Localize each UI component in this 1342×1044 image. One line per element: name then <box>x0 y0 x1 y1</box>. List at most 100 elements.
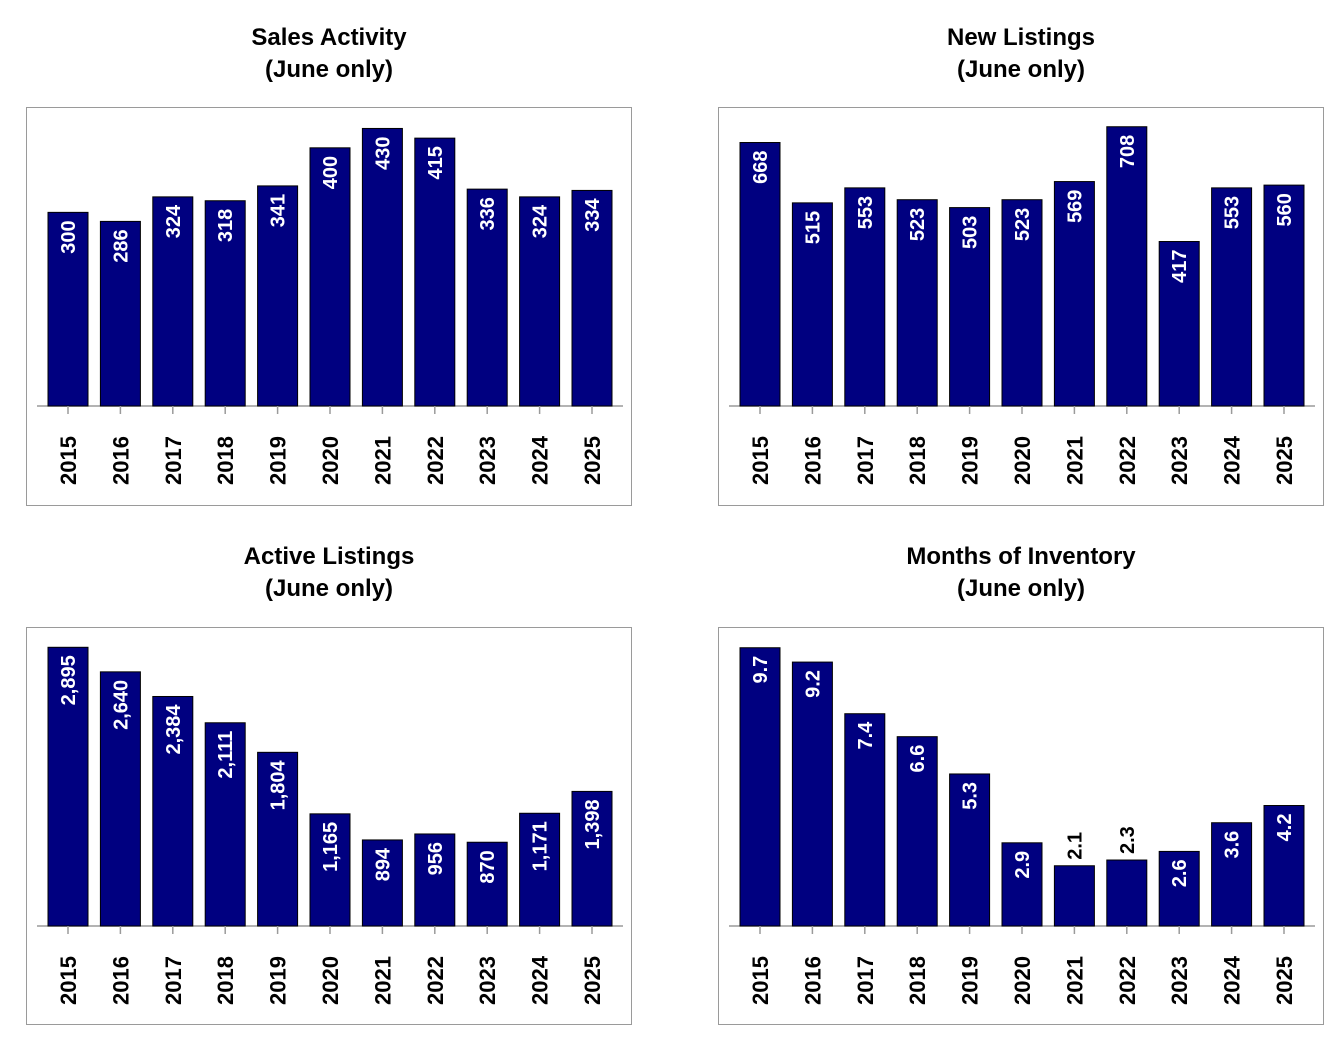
chart-subtitle: (June only) <box>264 575 393 602</box>
chart-subtitle: (June only) <box>956 575 1085 602</box>
bar-2015 <box>739 647 781 927</box>
x-tick-label-2025: 2025 <box>1272 436 1297 485</box>
data-label-2018: 318 <box>215 209 237 242</box>
bar-2023 <box>466 841 508 927</box>
x-tick-label-2016: 2016 <box>800 956 825 1005</box>
data-label-2025: 560 <box>1274 193 1296 226</box>
data-label-2015: 668 <box>750 151 772 184</box>
bar-2024 <box>519 196 561 407</box>
chart-new-listings: New Listings (June only) 668 2015 515 2016 5… <box>718 20 1324 510</box>
data-label-2020: 2.9 <box>1012 851 1034 879</box>
x-tick-label-2023: 2023 <box>1167 956 1192 1005</box>
x-tick-label-2022: 2022 <box>1115 436 1140 485</box>
bar-2020 <box>309 813 351 927</box>
data-label-2019: 5.3 <box>960 782 982 810</box>
chart-title: Active Listings (June only) <box>26 541 632 605</box>
bar-2020 <box>1001 199 1043 407</box>
data-label-2024: 324 <box>530 204 552 238</box>
data-label-2018: 2,111 <box>215 731 237 779</box>
x-tick-label-2017: 2017 <box>853 956 878 1005</box>
bar-2018 <box>896 736 938 927</box>
data-label-2023: 2.6 <box>1169 859 1191 887</box>
data-label-2019: 503 <box>960 216 982 249</box>
x-tick-label-2020: 2020 <box>318 436 343 485</box>
x-tick-label-2018: 2018 <box>905 436 930 485</box>
x-tick-label-2023: 2023 <box>475 956 500 1005</box>
bar-2017 <box>152 196 194 407</box>
x-tick-label-2021: 2021 <box>370 436 395 485</box>
bar-2021 <box>1053 865 1095 927</box>
x-tick-label-2023: 2023 <box>475 436 500 485</box>
bar-2025 <box>571 189 613 407</box>
x-tick-label-2018: 2018 <box>213 956 238 1005</box>
data-label-2025: 4.2 <box>1274 814 1296 842</box>
x-tick-label-2016: 2016 <box>800 436 825 485</box>
bar-2016 <box>791 661 833 927</box>
data-label-2016: 515 <box>802 211 824 244</box>
data-label-2022: 956 <box>425 842 447 875</box>
x-tick-label-2017: 2017 <box>161 436 186 485</box>
x-tick-label-2016: 2016 <box>108 956 133 1005</box>
bar-2017 <box>152 695 194 927</box>
chart-title: New Listings (June only) <box>718 22 1324 86</box>
bar-2016 <box>99 671 141 927</box>
data-label-2024: 553 <box>1222 196 1244 229</box>
data-label-2025: 1,398 <box>582 799 604 849</box>
bar-chart-svg: 2,895 2015 2,640 2016 2,384 2017 2,111 2018 1,80… <box>37 646 623 1005</box>
bar-2025 <box>1263 184 1305 407</box>
plot-area: 9.7 2015 9.2 2016 7.4 2017 6.6 2018 5.3 2019 2.9 20… <box>718 627 1324 1025</box>
bar-2024 <box>519 812 561 927</box>
chart-active-listings: Active Listings (June only) 2,895 2015 2,6… <box>26 539 632 1029</box>
x-tick-label-2015: 2015 <box>56 956 81 1005</box>
chart-title-main: Active Listings <box>243 543 415 570</box>
data-label-2022: 708 <box>1117 135 1139 168</box>
x-tick-label-2024: 2024 <box>1220 955 1245 1005</box>
chart-title-main: Sales Activity <box>251 24 407 51</box>
bar-2018 <box>896 199 938 407</box>
x-tick-label-2021: 2021 <box>1062 436 1087 485</box>
data-label-2022: 415 <box>425 146 447 179</box>
x-tick-label-2020: 2020 <box>318 956 343 1005</box>
bar-2021 <box>361 839 403 927</box>
x-tick-label-2019: 2019 <box>958 956 983 1005</box>
plot-area: 668 2015 515 2016 553 2017 523 2018 503 2019 523 20… <box>718 107 1324 506</box>
x-tick-label-2019: 2019 <box>266 956 291 1005</box>
x-tick-label-2022: 2022 <box>423 956 448 1005</box>
bar-2022 <box>1106 859 1148 927</box>
data-label-2015: 9.7 <box>750 656 772 684</box>
data-label-2018: 523 <box>907 208 929 241</box>
data-label-2017: 324 <box>163 204 185 238</box>
x-tick-label-2018: 2018 <box>905 956 930 1005</box>
x-tick-label-2019: 2019 <box>958 436 983 485</box>
data-label-2021: 894 <box>372 847 394 881</box>
x-tick-label-2023: 2023 <box>1167 436 1192 485</box>
x-tick-label-2025: 2025 <box>580 436 605 485</box>
data-label-2020: 400 <box>320 156 342 189</box>
x-tick-label-2022: 2022 <box>1115 956 1140 1005</box>
data-label-2023: 417 <box>1169 250 1191 283</box>
chart-title-main: New Listings <box>946 24 1096 51</box>
x-tick-label-2024: 2024 <box>528 955 553 1005</box>
data-label-2016: 286 <box>110 229 132 262</box>
data-label-2015: 2,895 <box>58 655 80 705</box>
data-label-2024: 1,171 <box>530 821 552 871</box>
bar-chart-svg: 9.7 2015 9.2 2016 7.4 2017 6.6 2018 5.3 2019 2.9 20… <box>729 647 1315 1005</box>
bar-2021 <box>1053 181 1095 407</box>
x-tick-label-2025: 2025 <box>580 956 605 1005</box>
data-label-2021: 430 <box>372 136 394 169</box>
data-label-2017: 2,384 <box>163 704 185 755</box>
bar-2022 <box>1106 126 1148 407</box>
bar-2015 <box>739 142 781 407</box>
chart-title: Months of Inventory (June only) <box>718 541 1324 605</box>
x-tick-label-2018: 2018 <box>213 436 238 485</box>
x-tick-label-2020: 2020 <box>1010 436 1035 485</box>
data-label-2019: 341 <box>268 194 290 227</box>
data-label-2024: 3.6 <box>1222 831 1244 859</box>
x-tick-label-2015: 2015 <box>748 436 773 485</box>
x-tick-label-2017: 2017 <box>853 436 878 485</box>
bar-2016 <box>99 220 141 407</box>
data-label-2019: 1,804 <box>268 759 290 810</box>
bar-2015 <box>47 646 89 927</box>
x-tick-label-2024: 2024 <box>528 435 553 485</box>
x-tick-label-2025: 2025 <box>1272 956 1297 1005</box>
